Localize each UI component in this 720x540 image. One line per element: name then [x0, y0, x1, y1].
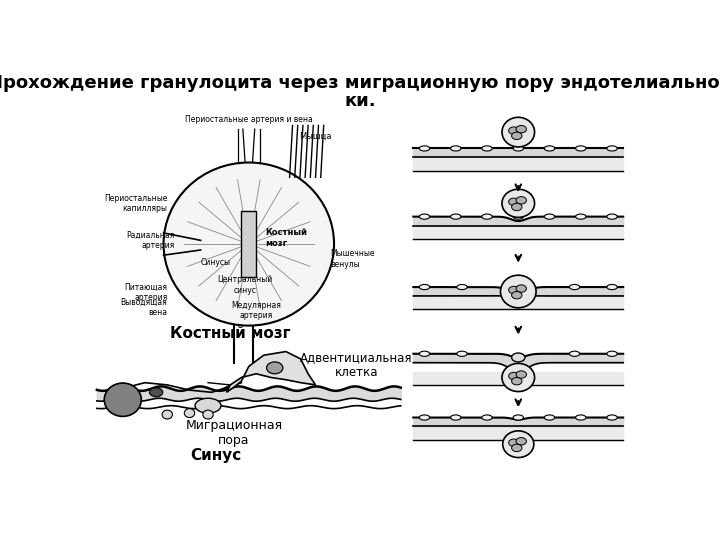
- Ellipse shape: [451, 146, 461, 151]
- Ellipse shape: [195, 398, 221, 413]
- Ellipse shape: [516, 437, 526, 445]
- Text: ки.: ки.: [344, 92, 376, 110]
- Ellipse shape: [544, 146, 554, 151]
- Ellipse shape: [500, 275, 536, 308]
- Text: Прохождение гранулоцита через миграционную пору эндотелиальной: Прохождение гранулоцита через миграционн…: [0, 74, 720, 92]
- Ellipse shape: [513, 214, 523, 219]
- Ellipse shape: [607, 214, 617, 219]
- Bar: [241, 211, 256, 278]
- Ellipse shape: [513, 415, 523, 420]
- Ellipse shape: [516, 197, 526, 204]
- Ellipse shape: [516, 371, 526, 378]
- Text: Центральный
синус: Центральный синус: [217, 275, 273, 294]
- Ellipse shape: [513, 146, 523, 151]
- Ellipse shape: [607, 351, 617, 356]
- Ellipse shape: [502, 117, 534, 147]
- Ellipse shape: [508, 198, 519, 206]
- Text: Мышца: Мышца: [300, 132, 332, 141]
- Ellipse shape: [607, 415, 617, 420]
- Ellipse shape: [502, 189, 534, 218]
- Ellipse shape: [451, 415, 461, 420]
- Ellipse shape: [164, 163, 333, 325]
- Ellipse shape: [419, 285, 430, 289]
- Ellipse shape: [503, 431, 534, 457]
- Ellipse shape: [451, 214, 461, 219]
- Text: Периостальные артерия и вена: Периостальные артерия и вена: [185, 115, 312, 124]
- Ellipse shape: [512, 203, 522, 211]
- Ellipse shape: [508, 127, 519, 134]
- Ellipse shape: [184, 409, 194, 417]
- Ellipse shape: [516, 285, 526, 292]
- Text: Выводящая
вена: Выводящая вена: [120, 298, 167, 317]
- Ellipse shape: [512, 444, 522, 451]
- Ellipse shape: [482, 415, 492, 420]
- Ellipse shape: [516, 125, 526, 133]
- Text: Радиальная
артерия: Радиальная артерия: [127, 231, 175, 250]
- Ellipse shape: [575, 214, 586, 219]
- Ellipse shape: [607, 285, 617, 289]
- Ellipse shape: [482, 146, 492, 151]
- Ellipse shape: [419, 351, 430, 356]
- Ellipse shape: [575, 415, 586, 420]
- Ellipse shape: [512, 353, 525, 362]
- Text: Мышечные
венулы: Мышечные венулы: [330, 249, 375, 268]
- Ellipse shape: [544, 415, 554, 420]
- Ellipse shape: [502, 363, 534, 392]
- Ellipse shape: [203, 410, 213, 419]
- Ellipse shape: [150, 388, 163, 397]
- Text: Периостальные
капилляры: Периостальные капилляры: [104, 193, 167, 213]
- Ellipse shape: [104, 383, 141, 416]
- Text: Питающая
артерия: Питающая артерия: [125, 282, 167, 302]
- Text: Синусы: Синусы: [200, 258, 230, 267]
- Ellipse shape: [162, 410, 173, 419]
- Ellipse shape: [419, 415, 430, 420]
- Ellipse shape: [570, 351, 580, 356]
- Ellipse shape: [456, 285, 467, 289]
- Text: Медулярная
артерия: Медулярная артерия: [231, 301, 281, 320]
- Ellipse shape: [570, 285, 580, 289]
- Ellipse shape: [512, 292, 522, 299]
- Text: Миграционная
пора: Миграционная пора: [186, 419, 282, 447]
- Ellipse shape: [607, 146, 617, 151]
- Text: Синус: Синус: [190, 448, 241, 463]
- Ellipse shape: [419, 214, 430, 219]
- Ellipse shape: [512, 377, 522, 385]
- Ellipse shape: [544, 214, 554, 219]
- Ellipse shape: [419, 146, 430, 151]
- Ellipse shape: [575, 146, 586, 151]
- Ellipse shape: [508, 439, 519, 447]
- Text: Адвентициальная
клетка: Адвентициальная клетка: [300, 351, 413, 379]
- Text: Костный
мозг: Костный мозг: [265, 228, 307, 248]
- Ellipse shape: [508, 372, 519, 380]
- Ellipse shape: [266, 362, 283, 374]
- Ellipse shape: [508, 286, 519, 294]
- Ellipse shape: [512, 132, 522, 139]
- Ellipse shape: [482, 214, 492, 219]
- Ellipse shape: [456, 351, 467, 356]
- Text: Костный мозг: Костный мозг: [170, 326, 290, 341]
- Polygon shape: [227, 352, 315, 393]
